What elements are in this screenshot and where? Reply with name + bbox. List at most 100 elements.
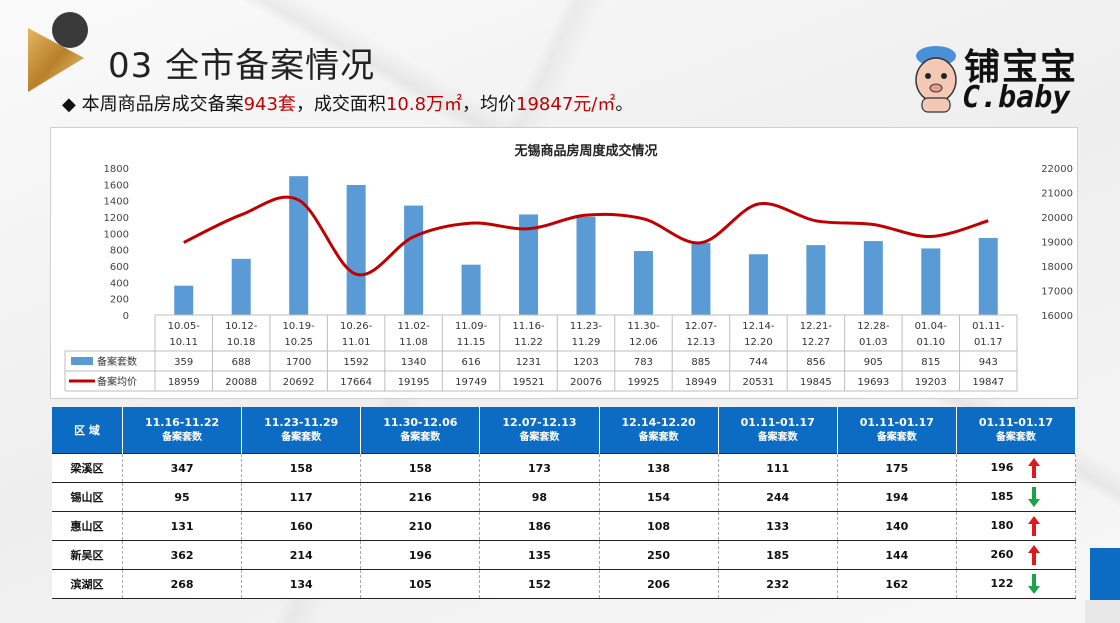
y-left-tick-label: 1000 [104,229,129,240]
y-left-tick-label: 200 [110,295,129,306]
line-data-label: 20076 [570,377,602,388]
cell-value: 117 [289,490,313,504]
week-range-label: 01.11-01.17 [978,416,1054,429]
gold-triangle-logo [28,28,84,92]
bar-data-label: 688 [232,357,251,368]
line-data-label: 18959 [168,377,200,388]
value-cell: 152 [479,569,600,599]
region-cell: 梁溪区 [52,453,123,483]
cell-value: 158 [408,461,432,475]
line-data-label: 19847 [972,377,1004,388]
value-cell: 144 [837,540,957,570]
bar-data-label: 359 [174,357,193,368]
cell-value: 362 [170,548,194,562]
dark-circle-decoration [52,12,88,48]
bar-12.14-12.20 [748,254,768,315]
y-left-tick-label: 1200 [104,213,129,224]
cell-value: 122 [990,577,1014,590]
avg-price-line [183,195,989,277]
week-column-header: 01.11-01.17 备案套数 [956,407,1077,454]
week-metric-label: 备案套数 [757,432,798,443]
subtitle-text-3: ，均价 [462,94,517,115]
arrow-down-icon [1028,487,1041,507]
value-cell: 362 [122,540,243,570]
x-tick-label: 12.06 [629,337,658,348]
subtitle-text-1: 本周商品房成交备案 [81,94,244,115]
week-range-label: 01.11-01.17 [740,416,815,429]
x-tick-label: 12.20 [744,337,773,348]
y-right-tick-label: 20000 [1041,213,1073,224]
week-column-header: 11.16-11.22 备案套数 [122,407,243,454]
cell-value: 173 [527,461,551,475]
line-data-label: 19203 [915,377,947,388]
week-range-label: 01.11-01.17 [859,416,934,429]
value-cell: 196 [360,540,481,570]
x-tick-label: 11.16- [512,321,545,332]
week-column-header: 11.23-11.29 备案套数 [241,407,362,454]
week-range-label: 11.30-12.06 [383,416,458,429]
value-cell: 232 [718,569,838,599]
y-right-tick-label: 19000 [1041,238,1073,249]
week-range-label: 12.14-12.20 [621,416,696,429]
x-tick-label: 12.27 [802,337,831,348]
x-tick-label: 01.11- [972,321,1005,332]
value-cell: 173 [479,453,600,483]
cell-value: 232 [766,577,790,591]
arrow-down-icon [1028,574,1041,594]
cell-value: 185 [990,490,1014,503]
value-cell: 95 [122,482,243,512]
y-right-tick-label: 17000 [1041,287,1073,298]
y-left-tick-label: 1600 [104,180,129,191]
cell-value: 158 [289,461,313,475]
value-cell: 206 [599,569,719,599]
x-tick-label: 12.13 [687,337,716,348]
table-header-row: 区 域 11.16-11.22 备案套数 11.23-11.29 备案套数 11.30-1… [52,407,1077,454]
x-tick-label: 12.21- [800,321,833,332]
value-cell: 244 [718,482,838,512]
y-right-tick-label: 18000 [1041,262,1073,273]
x-tick-label: 11.23- [570,321,603,332]
y-left-tick-label: 1800 [104,164,129,175]
value-cell: 140 [837,511,957,541]
cell-value: 95 [174,490,190,504]
x-tick-label: 11.30- [627,321,660,332]
table-row: 滨湖区 268 134 105 152 206 232 162 122 [52,569,1077,599]
week-metric-label: 备案套数 [519,432,560,443]
x-tick-label: 12.28- [857,321,890,332]
y-left-tick-label: 400 [110,278,129,289]
cell-value: 185 [766,548,790,562]
chart-panel: 无锡商品房周度成交情况 0 200 400 600 800 1000 1200 1400 1600… [50,127,1078,399]
bar-data-label: 783 [634,357,653,368]
week-metric-label: 备案套数 [638,432,679,443]
bar-data-label: 856 [806,357,825,368]
value-cell: 194 [837,482,957,512]
cell-value: 210 [408,519,432,533]
bar-10.12-10.18 [231,258,251,315]
subtitle-price: 19847元/㎡ [516,94,616,115]
x-tick-label: 11.08 [399,337,428,348]
bar-data-label: 943 [979,357,998,368]
weekly-transaction-chart: 无锡商品房周度成交情况 0 200 400 600 800 1000 1200 1400 1600… [64,143,1073,392]
week-metric-label: 备案套数 [995,432,1036,443]
line-data-label: 17664 [340,377,372,388]
x-tick-label: 10.25 [284,337,313,348]
bar-data-label: 744 [749,357,768,368]
value-cell: 111 [718,453,838,483]
table-row: 梁溪区 347 158 158 173 138 111 175 196 [52,453,1077,483]
cell-value: 131 [170,519,194,533]
bar-10.26-11.01 [346,184,366,315]
cell-value: 98 [531,490,548,504]
cell-value: 138 [647,461,671,475]
brand-english: C.baby [962,80,1071,115]
bar-12.07-12.13 [691,242,711,315]
cell-value: 214 [289,548,313,562]
cell-value: 206 [647,577,671,591]
week-column-header: 11.30-12.06 备案套数 [360,407,481,454]
cell-value: 216 [408,490,432,504]
bar-01.11-01.17 [978,237,998,315]
cell-value: 196 [990,461,1014,474]
week-range-label: 11.16-11.22 [144,416,220,429]
week-metric-label: 备案套数 [281,432,322,443]
line-data-label: 20531 [742,377,774,388]
region-cell: 新吴区 [52,540,123,570]
